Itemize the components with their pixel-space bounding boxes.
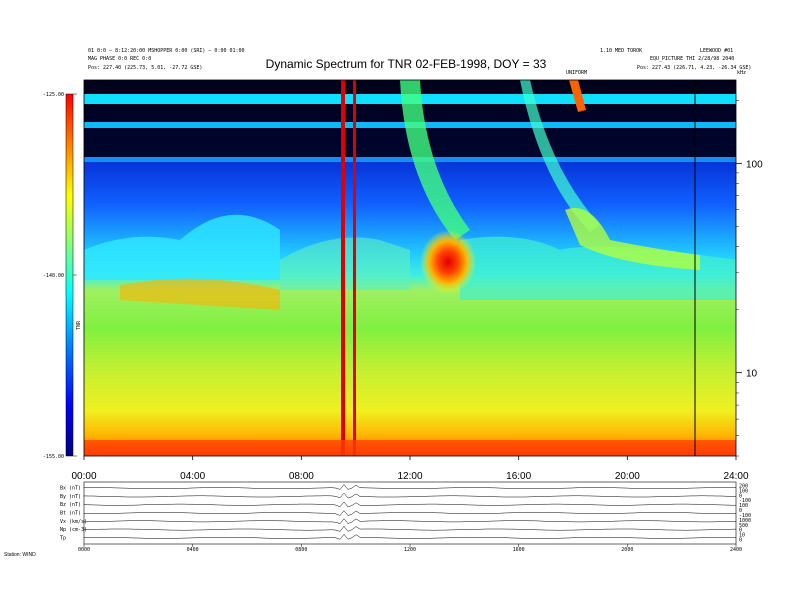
- panel-right-tick: 0: [739, 508, 742, 514]
- colorbar-label: TNR: [76, 320, 82, 330]
- panel-x-tick-label: 1200: [404, 547, 416, 553]
- panel-trace: [83, 533, 736, 540]
- frequency-unit-label: kHz: [737, 70, 746, 76]
- header-left-position: Pos: 227.40 (225.73, 5.01, -27.72 GSE): [88, 65, 202, 71]
- y-tick-label: 100: [746, 159, 763, 170]
- strong-emission-hotspot: [420, 230, 476, 294]
- y-tick-label: 10: [746, 369, 758, 380]
- radio-burst: [341, 80, 345, 456]
- panel-x-tick-label: 2000: [621, 547, 633, 553]
- header-left-line2: MAG PHASE 0:0 REC 0:0: [88, 56, 151, 62]
- colorbar: [65, 93, 74, 457]
- panel-x-tick-label: 0800: [295, 547, 307, 553]
- panel-label: Np (cm-3): [60, 527, 87, 533]
- chart-title: Dynamic Spectrum for TNR 02-FEB-1998, DO…: [266, 57, 547, 71]
- event-marker-label: UNIFORM: [566, 70, 587, 76]
- colorbar-tick-label: -155.00: [43, 454, 64, 460]
- panel-right-tick: -100: [739, 513, 751, 519]
- panel-trace: [83, 501, 736, 508]
- panel-right-tick: -100: [739, 498, 751, 504]
- panel-right-tick: 0: [739, 528, 742, 534]
- radio-burst: [353, 80, 356, 456]
- panel-x-tick-label: 0000: [78, 547, 90, 553]
- colorbar-tick-label: -140.00: [43, 273, 64, 279]
- panel-right-tick: 200: [739, 484, 748, 490]
- panel-traces: Bx (nT) By (nT) Bz (nT) Bt (nT) Vx (km/s) Np …: [60, 484, 751, 554]
- panel-label: Bz (nT): [60, 502, 81, 508]
- panel-label: Bt (nT): [60, 511, 81, 517]
- panel-label: Bx (nT): [60, 486, 81, 492]
- x-tick-label: 04:00: [180, 471, 205, 482]
- x-axis-ticks: 00:00 04:00 08:00 12:00 16:00 20:00 24:00: [71, 456, 749, 482]
- x-tick-label: 24:00: [723, 471, 748, 482]
- x-tick-label: 08:00: [289, 471, 314, 482]
- panel-trace: [83, 510, 737, 516]
- panel-x-tick-label: 2400: [730, 547, 742, 553]
- panel-label: By (nT): [60, 494, 81, 500]
- panel-right-tick: 0: [739, 538, 742, 544]
- header-right-line2: LEEWOOD #01: [700, 48, 733, 54]
- x-tick-label: 00:00: [71, 471, 96, 482]
- header-right-position: Pos: 227.43 (226.71, 4.23, -26.34 GSE): [637, 65, 751, 71]
- panel-trace: [83, 492, 737, 499]
- x-tick-label: 20:00: [615, 471, 640, 482]
- panel-trace: [83, 518, 737, 524]
- panel-label: Vx (km/s): [60, 519, 87, 525]
- panel-trace: [83, 484, 737, 490]
- spectrogram: [84, 80, 736, 456]
- colorbar-ticks: -125.00 -140.00 -155.00: [43, 92, 77, 460]
- footer-station: Station: WIND: [4, 552, 36, 558]
- x-tick-label: 16:00: [506, 471, 531, 482]
- panel-right-tick: 100: [739, 488, 748, 494]
- panel-right-tick: 1000: [739, 518, 751, 524]
- header-right-line3: EQU_PICTURE THI 2/28/98 2040: [650, 56, 734, 62]
- interference-line: [84, 157, 736, 162]
- panel-x-tick-label: 0400: [187, 547, 199, 553]
- header-right-line1: 1.10 MED TOROK: [600, 48, 642, 54]
- panel-right-tick: 500: [739, 523, 748, 529]
- drifting-burst: [569, 80, 586, 112]
- panel-trace: [83, 525, 737, 532]
- panel-x-tick-label: 1600: [513, 547, 525, 553]
- panel-label: Tp: [60, 535, 66, 541]
- x-tick-label: 12:00: [397, 471, 422, 482]
- panel-right-tick: 0: [739, 493, 742, 499]
- colorbar-tick-label: -125.00: [43, 92, 64, 98]
- panel-right-tick: 10: [739, 533, 745, 539]
- header-left-line1: 01 0:0 – 8:12:20:00 MSHOPPER 0:00 (SRI) …: [88, 48, 245, 54]
- drifting-emission: [520, 80, 600, 232]
- panel-right-tick: 100: [739, 503, 748, 509]
- y-axis-ticks: 100 10: [736, 100, 763, 457]
- drifting-emission: [400, 80, 470, 240]
